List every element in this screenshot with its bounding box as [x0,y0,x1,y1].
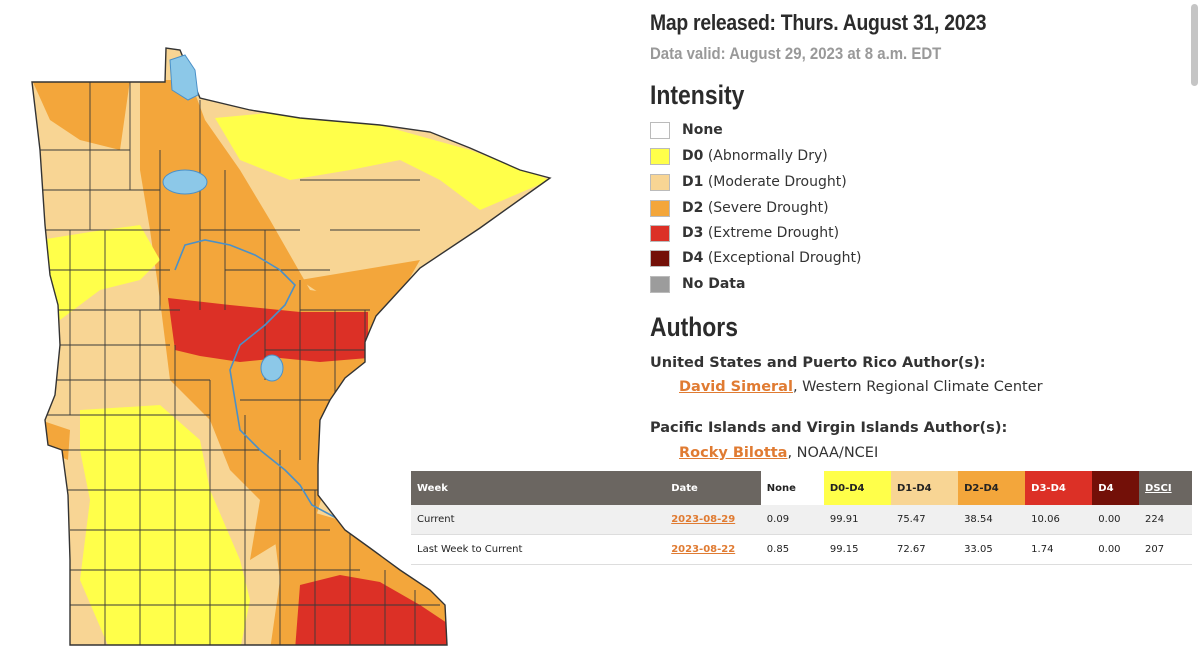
col-date: Date [665,471,761,505]
author-link-rocky-bilotta[interactable]: Rocky Bilotta [679,445,788,461]
cell-d2-d4: 38.54 [958,505,1026,535]
col-week: Week [411,471,666,505]
us-author-line: David Simeral, Western Regional Climate … [679,379,1043,395]
col-d2-d4: D2-D4 [958,471,1026,505]
table-row: Current 2023-08-29 0.09 99.91 75.47 38.5… [411,505,1192,535]
data-valid-date: Data valid: August 29, 2023 at 8 a.m. ED… [650,44,942,63]
minnesota-drought-map [31,47,552,646]
cell-d0-d4: 99.91 [823,505,891,535]
legend-item-none: None [650,120,723,140]
legend-swatch [650,173,670,191]
author-link-david-simeral[interactable]: David Simeral [679,379,793,395]
pi-author-line: Rocky Bilotta, NOAA/NCEI [679,445,879,461]
table-row: Last Week to Current 2023-08-22 0.85 99.… [411,534,1192,565]
legend-item-d0: D0 (Abnormally Dry) [650,146,828,166]
map-released-date: Map released: Thurs. August 31, 2023 [650,10,987,35]
cell-date: 2023-08-29 [665,505,761,535]
cell-week: Last Week to Current [411,534,666,565]
cell-none: 0.85 [760,534,824,565]
d3-region-southeast [295,575,450,645]
drought-map [31,47,552,646]
col-d4: D4 [1092,471,1140,505]
river [174,239,381,546]
cell-date: 2023-08-22 [665,534,761,565]
drought-stats-table: Week Date None D0-D4 D1-D4 D2-D4 D3-D4 D… [411,471,1192,565]
cell-d1-d4: 72.67 [890,534,959,565]
date-link[interactable]: 2023-08-22 [671,544,736,555]
cell-d3-d4: 10.06 [1025,505,1093,535]
cell-d4: 0.00 [1092,505,1140,535]
date-link[interactable]: 2023-08-29 [671,514,736,525]
legend-item-d3: D3 (Extreme Drought) [650,223,839,243]
col-none: None [760,471,824,505]
legend-item-d4: D4 (Exceptional Drought) [650,248,861,268]
legend-item-no-data: No Data [650,274,745,294]
mille-lacs-lake [260,354,284,382]
red-lake [162,169,208,195]
cell-d0-d4: 99.15 [823,534,891,565]
cell-d1-d4: 75.47 [890,505,959,535]
col-dsci[interactable]: DSCI [1139,471,1192,505]
pi-authors-heading: Pacific Islands and Virgin Islands Autho… [650,420,1008,436]
cell-week: Current [411,505,666,535]
legend-swatch [650,147,670,165]
col-d3-d4: D3-D4 [1025,471,1093,505]
d0-region-arrowhead [215,110,550,210]
us-authors-heading: United States and Puerto Rico Author(s): [650,355,986,371]
col-d1-d4: D1-D4 [890,471,959,505]
cell-d4: 0.00 [1092,534,1140,565]
cell-dsci: 224 [1139,505,1192,535]
authors-title: Authors [650,312,738,342]
legend-swatch [650,199,670,217]
d3-region-central [168,298,368,362]
intensity-title: Intensity [650,80,745,110]
legend-swatch [650,249,670,267]
cell-none: 0.09 [760,505,824,535]
legend-item-d2: D2 (Severe Drought) [650,198,829,218]
cell-dsci: 207 [1139,534,1192,565]
lake-of-the-woods [169,54,199,101]
col-d0-d4: D0-D4 [823,471,891,505]
legend-swatch [650,224,670,242]
d0-region-southwest [80,405,250,645]
d2-region-northwest [32,80,130,150]
scrollbar-thumb[interactable] [1191,4,1198,86]
legend-swatch [650,121,670,139]
county-boundaries [32,82,440,645]
table-header-row: Week Date None D0-D4 D1-D4 D2-D4 D3-D4 D… [411,471,1192,505]
cell-d2-d4: 33.05 [958,534,1026,565]
legend-swatch [650,275,670,293]
legend-item-d1: D1 (Moderate Drought) [650,172,847,192]
cell-d3-d4: 1.74 [1025,534,1093,565]
